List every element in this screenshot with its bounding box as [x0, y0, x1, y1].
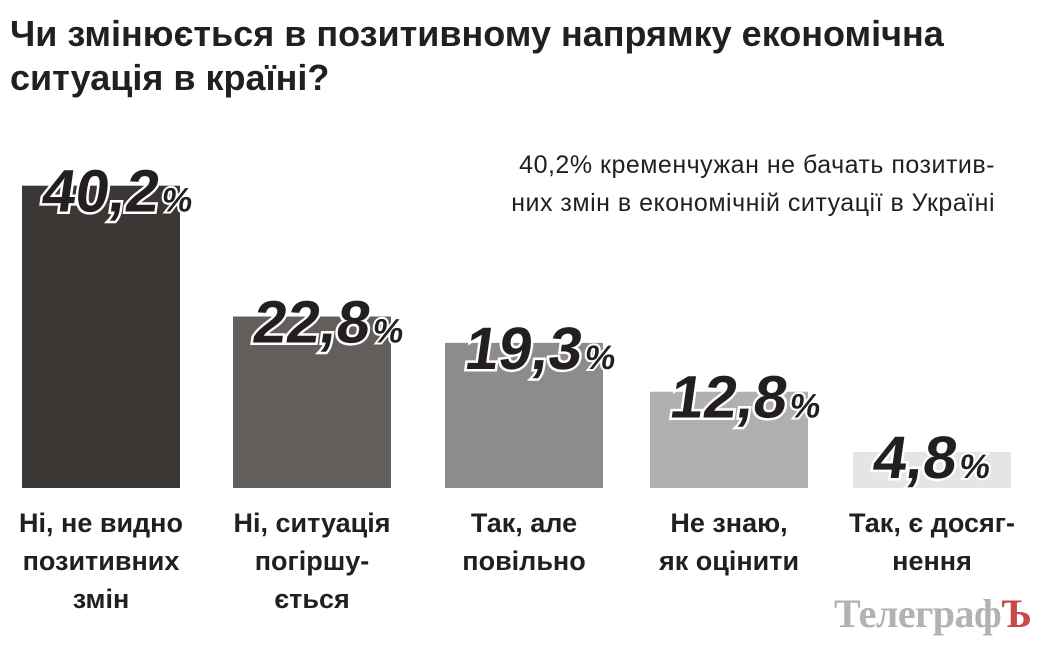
- logo-text: Телеграф: [834, 591, 1002, 636]
- bar-4: [650, 391, 808, 488]
- chart-title: Чи змінюється в позитивному напрямку еко…: [10, 13, 944, 98]
- category-label-1-line-1: Ні, не видно: [19, 508, 183, 538]
- category-label-2-line-2: погіршу-: [255, 546, 370, 576]
- category-label-1-line-3: змін: [73, 584, 130, 614]
- category-label-2-line-1: Ні, ситуація: [233, 508, 390, 538]
- value-label-5: 4,8: [869, 423, 962, 491]
- bar-3: [445, 342, 603, 488]
- percent-sign-5: %: [957, 448, 993, 486]
- value-label-1: 40,2: [38, 157, 164, 225]
- bar-5: [853, 451, 1011, 488]
- category-label-4-line-1: Не знаю,: [670, 508, 787, 538]
- category-label-2-line-3: ється: [274, 584, 350, 614]
- subtitle-line-1: 40,2% кременчужан не бачать позитив-: [519, 151, 995, 179]
- category-label-3-line-1: Так, але: [471, 508, 577, 538]
- value-label-2: 22,8: [249, 288, 375, 356]
- telegraf-logo: ТелеграфЪ: [834, 590, 1032, 637]
- chart-subtitle: 40,2% кременчужан не бачать позитив- них…: [380, 146, 995, 222]
- percent-sign-4: %: [788, 388, 824, 426]
- logo-last-letter: Ъ: [1001, 591, 1032, 636]
- bar-1: [22, 185, 180, 489]
- percent-sign-1: %: [160, 182, 196, 220]
- category-label-4-line-2: як оцінити: [658, 546, 799, 576]
- subtitle-line-2: них змін в економічній ситуації в Україн…: [511, 189, 995, 217]
- percent-sign-3: %: [583, 339, 619, 377]
- percent-sign-2: %: [371, 313, 407, 351]
- value-label-3: 19,3: [461, 314, 587, 382]
- category-label-5-line-2: нення: [892, 546, 972, 576]
- category-label-1-line-2: позитивних: [23, 546, 180, 576]
- category-label-5-line-1: Так, є досяг-: [849, 508, 1015, 538]
- bar-2: [233, 316, 391, 488]
- category-label-3-line-2: повільно: [462, 546, 585, 576]
- value-label-4: 12,8: [666, 363, 792, 431]
